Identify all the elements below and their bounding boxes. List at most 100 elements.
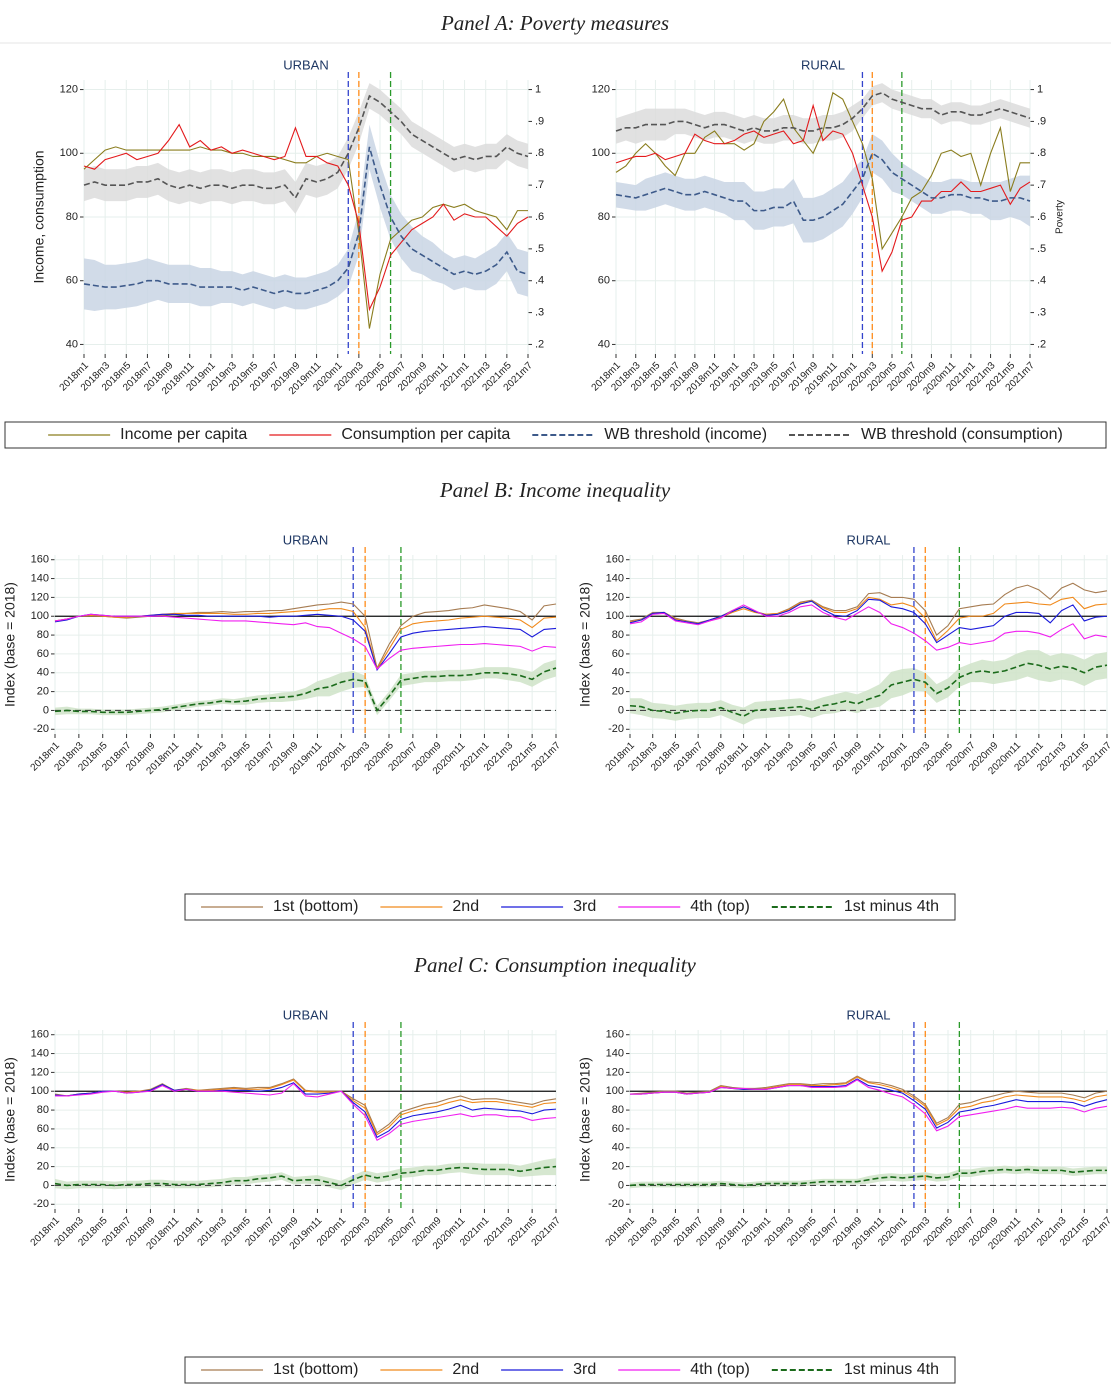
legend-label: WB threshold (income) — [604, 426, 767, 443]
y2-tick-label: .4 — [535, 275, 544, 287]
y2-tick-label: .9 — [1037, 115, 1046, 127]
series-line — [629, 662, 1108, 717]
y-tick-label: -20 — [608, 1198, 624, 1210]
y-tick-label: 160 — [606, 554, 624, 566]
series-line — [615, 152, 1031, 221]
y-tick-label: 100 — [606, 1085, 624, 1097]
legend-label: 4th (top) — [690, 898, 750, 915]
series-line — [54, 1165, 557, 1187]
chart-title: RURAL — [846, 532, 890, 547]
y-tick-label: 80 — [612, 629, 624, 641]
confidence-band — [84, 83, 528, 214]
y-axis-label: Index (base = 2018) — [2, 582, 18, 707]
legend-label: 4th (top) — [690, 1361, 750, 1378]
y-tick-label: 60 — [612, 1123, 624, 1135]
confidence-band — [55, 659, 556, 716]
y2-tick-label: .2 — [535, 338, 544, 350]
y2-tick-label: .4 — [1037, 275, 1046, 287]
series-line — [54, 613, 557, 670]
y-tick-label: 40 — [37, 667, 49, 679]
series-line — [83, 123, 529, 312]
legend-box — [4, 421, 1107, 449]
y-tick-label: 40 — [66, 338, 78, 350]
y-tick-label: 100 — [31, 610, 49, 622]
y-axis-label: Index (base = 2018) — [577, 582, 593, 707]
legend-label: 1st minus 4th — [844, 1361, 939, 1378]
y-tick-label: 100 — [606, 610, 624, 622]
y-tick-label: 40 — [612, 1142, 624, 1154]
y-tick-label: 160 — [606, 1029, 624, 1041]
y-tick-label: 120 — [592, 83, 610, 95]
y-tick-label: 40 — [37, 1142, 49, 1154]
y-tick-label: 140 — [31, 572, 49, 584]
chart-title: URBAN — [283, 1007, 329, 1022]
legend-label: 2nd — [452, 1361, 479, 1378]
y-tick-label: 120 — [606, 1066, 624, 1078]
series-line — [629, 598, 1108, 644]
y-axis-label: Index (base = 2018) — [577, 1057, 593, 1182]
y2-tick-label: .2 — [1037, 338, 1046, 350]
legend-label: Income per capita — [120, 426, 247, 443]
y-tick-label: 60 — [598, 275, 610, 287]
series-line — [629, 604, 1108, 651]
y-tick-label: 20 — [612, 686, 624, 698]
confidence-band — [630, 1165, 1107, 1189]
y-tick-label: 140 — [31, 1047, 49, 1059]
confidence-band — [630, 650, 1107, 725]
y-tick-label: 80 — [37, 629, 49, 641]
y2-tick-label: .7 — [1037, 179, 1046, 191]
y-tick-label: 120 — [606, 591, 624, 603]
y2-tick-label: .6 — [535, 211, 544, 223]
y-axis-label: Index (base = 2018) — [2, 1057, 18, 1182]
y-tick-label: 0 — [43, 1179, 49, 1191]
series-line — [630, 1078, 1108, 1129]
y-tick-label: -20 — [33, 1198, 49, 1210]
y2-tick-label: .7 — [535, 179, 544, 191]
y2-axis-label: Poverty — [1055, 200, 1066, 234]
y-tick-label: 140 — [606, 1047, 624, 1059]
series-line — [54, 1078, 557, 1134]
confidence-band — [84, 124, 528, 311]
y-tick-label: 80 — [66, 211, 78, 223]
chart-title: URBAN — [283, 57, 329, 72]
confidence-band — [55, 1158, 556, 1191]
y-tick-label: 60 — [37, 1123, 49, 1135]
y-tick-label: 100 — [592, 147, 610, 159]
legend-label: WB threshold (consumption) — [861, 426, 1063, 443]
series-line — [615, 103, 1031, 273]
panel-title: Panel C: Consumption inequality — [413, 953, 696, 977]
y-tick-label: 60 — [612, 648, 624, 660]
legend-label: 1st (bottom) — [273, 898, 358, 915]
series-line — [83, 146, 529, 295]
series-line — [629, 1075, 1108, 1124]
y-tick-label: 120 — [31, 591, 49, 603]
y-tick-label: 100 — [60, 147, 78, 159]
y-tick-label: 40 — [612, 667, 624, 679]
series-line — [629, 582, 1108, 636]
y2-tick-label: .5 — [535, 243, 544, 255]
y-tick-label: 20 — [37, 1161, 49, 1173]
legend-label: 3rd — [573, 1361, 596, 1378]
y2-tick-label: .9 — [535, 115, 544, 127]
y-tick-label: 60 — [37, 648, 49, 660]
y2-tick-label: 1 — [1037, 83, 1043, 95]
confidence-band — [616, 134, 1030, 243]
chart-title: URBAN — [283, 532, 329, 547]
y-tick-label: 160 — [31, 1029, 49, 1041]
y-tick-label: -20 — [608, 723, 624, 735]
y-tick-label: 0 — [618, 1179, 624, 1191]
y2-tick-label: 1 — [535, 83, 541, 95]
y-tick-label: 40 — [598, 338, 610, 350]
y2-tick-label: .3 — [1037, 306, 1046, 318]
series-line — [615, 91, 1031, 132]
series-line — [629, 1168, 1107, 1187]
y-tick-label: 80 — [612, 1104, 624, 1116]
series-line — [83, 146, 528, 329]
chart-title: RURAL — [801, 57, 845, 72]
series-line — [630, 1079, 1108, 1132]
y2-tick-label: .6 — [1037, 211, 1046, 223]
legend-label: 2nd — [452, 898, 479, 915]
y-tick-label: 80 — [598, 211, 610, 223]
y-tick-label: 80 — [37, 1104, 49, 1116]
